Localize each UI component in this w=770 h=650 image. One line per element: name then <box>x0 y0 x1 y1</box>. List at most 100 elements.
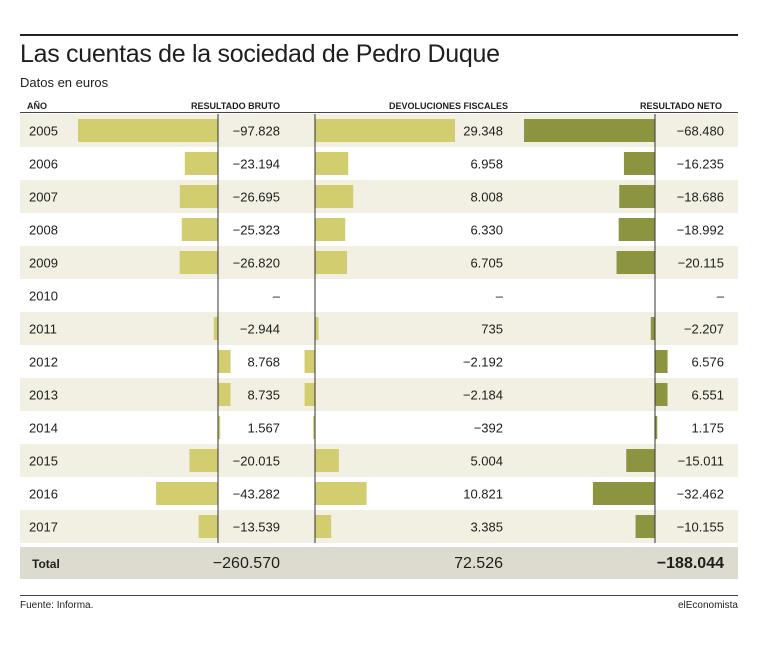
bar-gross <box>78 119 218 142</box>
year-label: 2011 <box>29 322 57 337</box>
bar-tax <box>315 317 319 340</box>
year-label: 2015 <box>29 454 58 469</box>
value-label-net: −18.686 <box>677 190 724 205</box>
value-label-gross: −25.323 <box>233 223 280 238</box>
bar-gross <box>184 152 218 175</box>
year-label: 2010 <box>29 289 58 304</box>
year-label: 2008 <box>29 223 58 238</box>
value-label-tax: 6.705 <box>470 256 503 271</box>
value-label-gross: – <box>273 289 281 304</box>
year-label: 2007 <box>29 190 58 205</box>
value-label-tax: 8.008 <box>470 190 503 205</box>
bar-net <box>635 515 655 538</box>
header-tax: DEVOLUCIONES FISCALES <box>389 101 509 111</box>
bar-net <box>623 152 655 175</box>
value-label-net: −20.115 <box>678 256 724 271</box>
total-label: Total <box>32 557 60 571</box>
top-rule <box>20 34 738 36</box>
bar-gross <box>179 251 218 274</box>
year-label: 2014 <box>29 421 58 436</box>
bar-net <box>524 119 655 142</box>
value-label-tax: 6.958 <box>470 157 503 172</box>
header-rule <box>20 112 738 113</box>
bar-tax <box>315 515 332 538</box>
value-label-net: 6.551 <box>691 388 724 403</box>
year-label: 2006 <box>29 157 58 172</box>
value-label-gross: −26.695 <box>233 190 280 205</box>
bar-net <box>655 383 668 406</box>
bar-tax <box>315 119 455 142</box>
total-value-net: −188.044 <box>657 555 724 572</box>
bar-gross <box>218 350 231 373</box>
year-label: 2009 <box>29 256 58 271</box>
bar-gross <box>198 515 218 538</box>
bar-tax <box>315 449 339 472</box>
chart-title: Las cuentas de la sociedad de Pedro Duqu… <box>20 40 500 68</box>
bar-net <box>616 251 655 274</box>
value-label-tax: 29.348 <box>463 124 503 139</box>
value-label-tax: −2.184 <box>463 388 503 403</box>
chart-subtitle: Datos en euros <box>20 75 109 90</box>
value-label-gross: 8.735 <box>247 388 280 403</box>
row-stripe <box>20 444 738 477</box>
bar-net <box>619 185 655 208</box>
value-label-gross: −20.015 <box>233 454 280 469</box>
value-label-gross: −26.820 <box>233 256 280 271</box>
value-label-tax: – <box>496 289 504 304</box>
value-label-net: – <box>717 289 725 304</box>
value-label-gross: −23.194 <box>233 157 280 172</box>
value-label-net: 6.576 <box>691 355 724 370</box>
value-label-gross: −97.828 <box>233 124 280 139</box>
bar-gross <box>179 185 218 208</box>
row-stripe <box>20 378 738 411</box>
bar-tax <box>304 350 315 373</box>
bar-tax <box>315 152 349 175</box>
year-label: 2012 <box>29 355 58 370</box>
value-label-tax: 735 <box>481 322 503 337</box>
bar-net <box>626 449 655 472</box>
header-year: AÑO <box>27 101 47 111</box>
value-label-net: −2.207 <box>684 322 724 337</box>
value-label-gross: −13.539 <box>233 520 280 535</box>
total-value-tax: 72.526 <box>454 555 503 572</box>
header-net: RESULTADO NETO <box>640 101 723 111</box>
header-gross: RESULTADO BRUTO <box>191 101 280 111</box>
value-label-gross: 1.567 <box>247 421 280 436</box>
year-label: 2005 <box>29 124 58 139</box>
source-note: Fuente: Informa. <box>20 600 94 611</box>
bar-tax <box>304 383 315 406</box>
value-label-tax: 6.330 <box>470 223 503 238</box>
total-value-gross: −260.570 <box>213 555 280 572</box>
bar-net <box>618 218 655 241</box>
value-label-net: −16.235 <box>677 157 724 172</box>
total-band <box>20 547 738 579</box>
bar-net <box>650 317 655 340</box>
value-label-tax: −2.192 <box>463 355 503 370</box>
value-label-net: −32.462 <box>677 487 724 502</box>
value-label-net: −18.992 <box>677 223 724 238</box>
value-label-gross: −43.282 <box>233 487 280 502</box>
bar-tax <box>315 482 367 505</box>
bottom-rule <box>20 595 738 596</box>
row-stripe <box>20 180 738 213</box>
value-label-gross: −2.944 <box>240 322 280 337</box>
bar-gross <box>218 416 221 439</box>
brand-label: elEconomista <box>677 600 738 611</box>
bar-net <box>655 416 658 439</box>
row-stripe <box>20 510 738 543</box>
bar-net <box>592 482 655 505</box>
value-label-net: −15.011 <box>678 454 724 469</box>
bar-gross <box>218 383 231 406</box>
bar-gross <box>181 218 218 241</box>
bar-tax <box>315 218 346 241</box>
bar-tax <box>315 185 354 208</box>
bar-tax <box>313 416 315 439</box>
bar-net <box>655 350 668 373</box>
year-label: 2013 <box>29 388 58 403</box>
value-label-tax: −392 <box>474 421 503 436</box>
bar-gross <box>156 482 218 505</box>
value-label-net: −10.155 <box>677 520 724 535</box>
value-label-tax: 5.004 <box>470 454 503 469</box>
year-label: 2016 <box>29 487 58 502</box>
